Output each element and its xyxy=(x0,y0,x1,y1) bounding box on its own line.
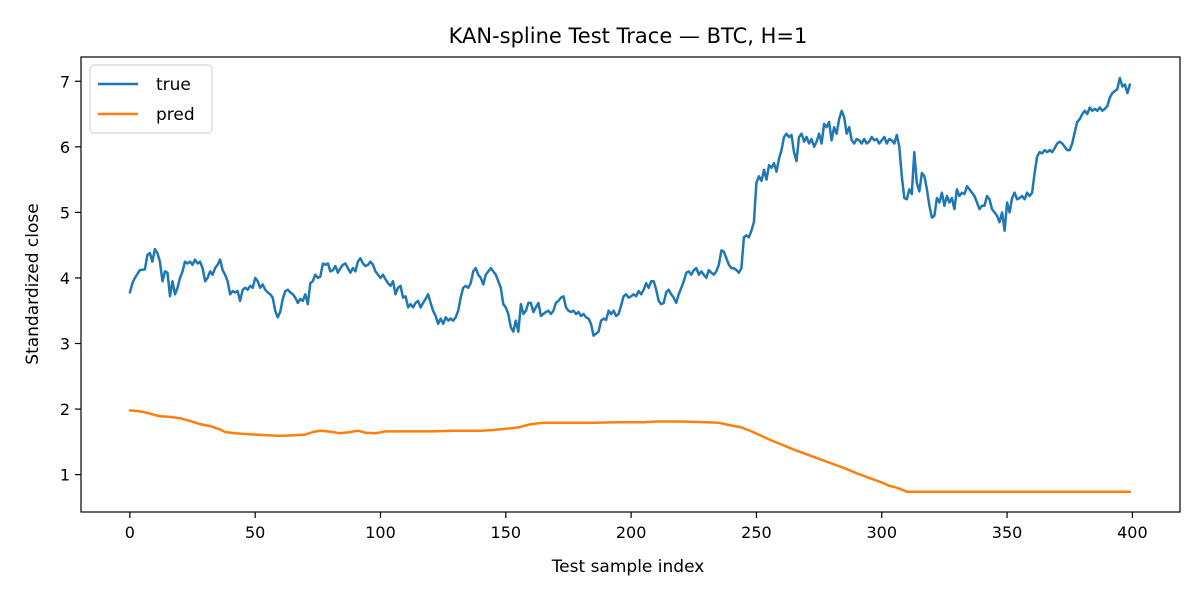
legend-box xyxy=(89,64,213,134)
x-tick-label: 50 xyxy=(245,523,265,542)
x-tick-label: 200 xyxy=(616,523,647,542)
y-tick-label: 6 xyxy=(60,138,70,157)
y-tick-label: 5 xyxy=(60,203,70,222)
y-tick-label: 4 xyxy=(60,269,70,288)
plot-frame xyxy=(80,56,1181,513)
series-line-true xyxy=(128,76,1132,337)
y-tick-label: 3 xyxy=(60,335,70,354)
x-tick-label: 400 xyxy=(1117,523,1148,542)
x-axis: 0 50 100 150 200 250 300 350 400 xyxy=(125,512,1148,542)
y-tick-label: 7 xyxy=(60,72,70,91)
x-tick-label: 150 xyxy=(491,523,522,542)
legend-label-pred: pred xyxy=(156,105,195,125)
y-tick-label: 2 xyxy=(60,400,70,419)
x-tick-label: 100 xyxy=(365,523,396,542)
series-line-pred xyxy=(128,409,1132,493)
x-axis-label: Test sample index xyxy=(551,557,705,577)
y-axis: 1 2 3 4 5 6 7 xyxy=(60,72,81,485)
legend-label-true: true xyxy=(156,75,191,95)
x-tick-label: 250 xyxy=(741,523,772,542)
legend: true pred xyxy=(89,64,213,134)
y-axis-label: Standardized close xyxy=(23,203,43,364)
x-tick-label: 300 xyxy=(866,523,897,542)
y-tick-label: 1 xyxy=(60,466,70,485)
chart-title: KAN-spline Test Trace — BTC, H=1 xyxy=(449,24,808,48)
x-tick-label: 0 xyxy=(125,523,135,542)
plot-area xyxy=(80,56,1181,513)
x-tick-label: 350 xyxy=(992,523,1023,542)
